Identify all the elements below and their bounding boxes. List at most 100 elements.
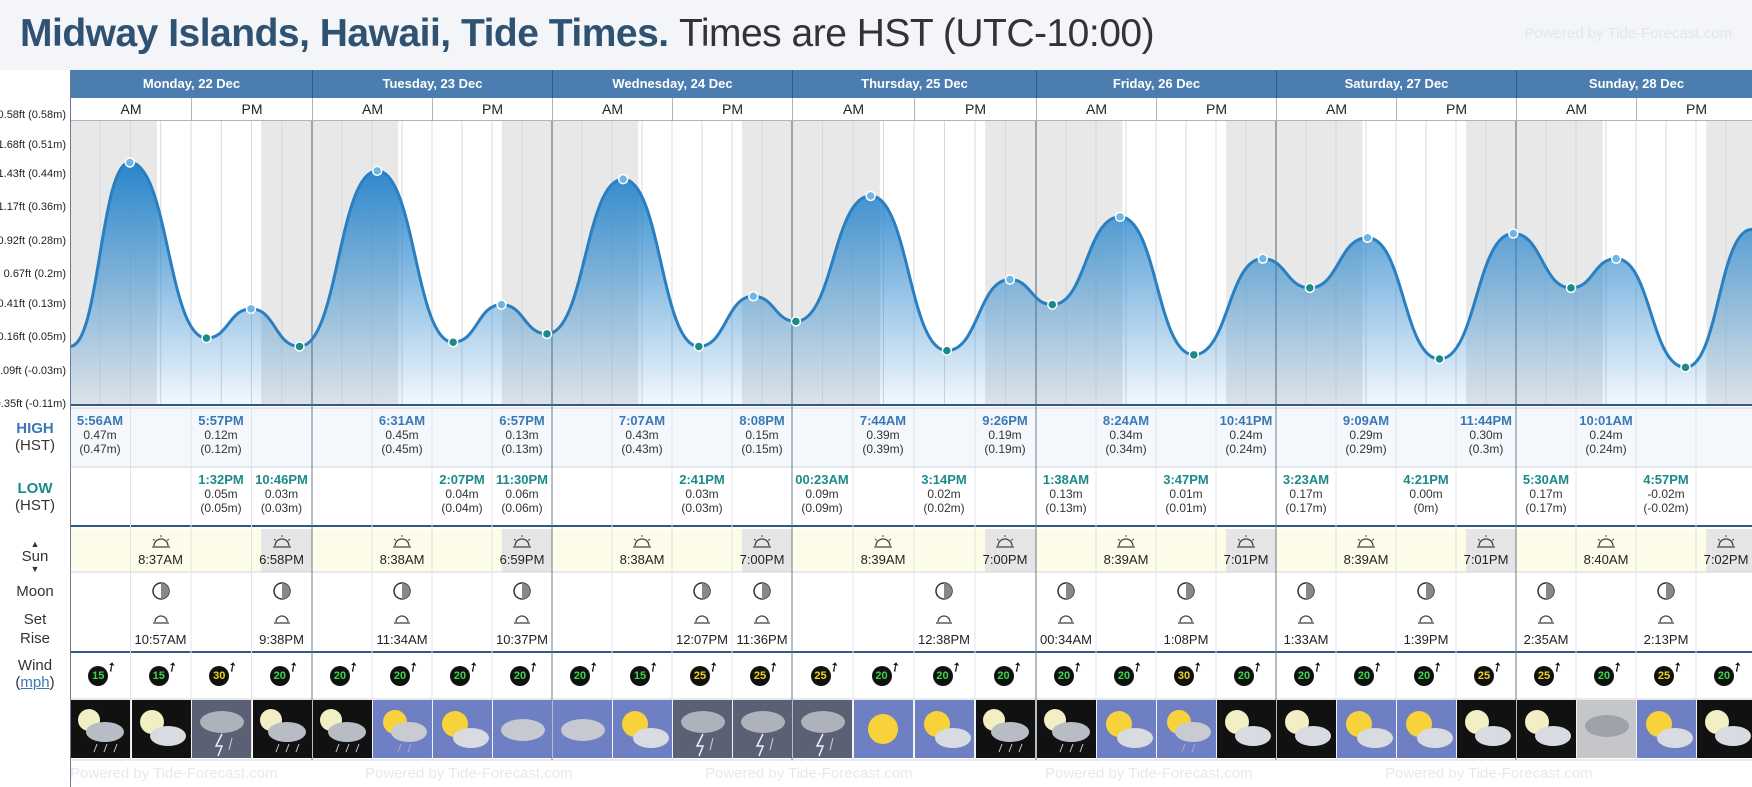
thunder-weather-icon — [793, 700, 852, 758]
moon-time: 1:33AM — [1283, 632, 1329, 647]
wind-speed-badge: 20 — [450, 666, 470, 686]
tide-height-m: 0.04m — [445, 487, 479, 501]
sunrise-time: 8:37AM — [138, 552, 183, 567]
sun-label-text: Sun — [21, 548, 49, 565]
high-tide-label: 7:07AM 0.43m (0.43m) — [612, 413, 672, 457]
low-tide-label: 4:57PM -0.02m (-0.02m) — [1636, 472, 1696, 516]
moon-time: 1:39PM — [1403, 632, 1449, 647]
night-rain-weather-icon — [71, 700, 130, 758]
powered-by-watermark[interactable]: Powered by Tide-Forecast.com — [365, 765, 573, 782]
am-label: AM — [552, 98, 672, 121]
title-bar: Midway Islands, Hawaii, Tide Times. Time… — [0, 0, 1752, 70]
night-rain-weather-icon — [976, 700, 1035, 758]
tide-height-alt: (0.3m) — [1468, 442, 1504, 456]
moon-time: 12:07PM — [675, 632, 729, 647]
powered-by-top[interactable]: Powered by Tide-Forecast.com — [1524, 25, 1732, 42]
sunrise-time: 8:40AM — [1583, 552, 1629, 567]
moonrise-icon — [394, 615, 410, 624]
low-tide-point — [541, 328, 553, 340]
tide-height-m: 0.02m — [927, 487, 961, 501]
tide-time: 6:31AM — [378, 413, 426, 428]
tide-time: 5:30AM — [1522, 472, 1570, 487]
wind-unit-link[interactable]: mph — [20, 674, 50, 691]
tide-time: 11:30PM — [495, 472, 549, 487]
moonset-icon — [1538, 615, 1554, 624]
am-label: AM — [1276, 98, 1396, 121]
low-tide-label: 3:47PM 0.01m (0.01m) — [1156, 473, 1216, 516]
wind-speed-badge: 20 — [1594, 666, 1614, 686]
high-tide-label: 6:57PM 0.13m (0.13m) — [492, 414, 552, 457]
high-tide-point — [124, 157, 136, 168]
low-tide-point — [1047, 299, 1058, 310]
cloudy-weather-icon — [493, 700, 552, 758]
day-header: Thursday, 25 Dec — [792, 70, 1036, 98]
tide-time: 2:07PM — [439, 472, 485, 487]
pm-label: PM — [914, 98, 1036, 121]
sunrise-icon — [633, 535, 651, 548]
pm-label: PM — [1636, 98, 1752, 121]
moonrise-icon — [1658, 615, 1674, 624]
moon-time: 11:36PM — [736, 632, 788, 647]
day-header-bar — [0, 70, 1752, 98]
y-tick-label: 0.16ft (0.05m) — [0, 331, 66, 344]
low-tide-label: 2:41PM 0.03m (0.03m) — [672, 473, 732, 516]
moon-phase-icon — [1297, 582, 1315, 600]
y-tick-label: 1.43ft (0.44m) — [0, 168, 66, 180]
wind-speed-badge: 20 — [269, 666, 290, 686]
moon-time: 1:08PM — [1163, 632, 1209, 647]
powered-by-watermark[interactable]: Powered by Tide-Forecast.com — [1385, 765, 1593, 782]
tide-height-alt: (0.24m) — [1585, 442, 1627, 456]
tide-time: 3:23AM — [1282, 472, 1330, 487]
wind-speed-badge: 15 — [630, 666, 650, 686]
thunder-weather-icon — [733, 700, 792, 758]
wind-speed-badge: 25 — [810, 666, 831, 686]
wind-speed-badge: 20 — [330, 666, 350, 686]
moon-phase-icon — [1657, 582, 1675, 600]
wind-speed-badge: 25 — [690, 666, 710, 686]
tide-height-alt: (0.03m) — [681, 501, 723, 515]
pm-label: PM — [191, 98, 312, 121]
wind-speed-badge: 20 — [570, 666, 590, 686]
sun-cloud-weather-icon — [613, 700, 672, 758]
night-cloud-weather-icon — [1277, 700, 1336, 758]
moon-phase-icon — [513, 582, 531, 600]
tide-height-alt: (0.05m) — [200, 501, 242, 515]
tide-time: 5:56AM — [76, 413, 124, 428]
tide-height-alt: (0.29m) — [1345, 442, 1387, 456]
moon-time: 00:34AM — [1039, 632, 1093, 647]
powered-by-watermark[interactable]: Powered by Tide-Forecast.com — [70, 765, 278, 782]
wind-speed-badge: 25 — [1474, 666, 1494, 686]
high-tide-point — [1508, 228, 1519, 239]
tide-height-alt: (0.34m) — [1105, 442, 1147, 456]
sunset-icon — [1477, 535, 1495, 548]
sun-rain-weather-icon — [373, 700, 432, 758]
high-tide-point — [865, 190, 876, 202]
tide-height-alt: (-0.02m) — [1643, 501, 1689, 515]
wind-speed-badge: 20 — [1294, 666, 1314, 686]
tide-time: 3:14PM — [921, 472, 967, 487]
tide-height-alt: (0.15m) — [741, 442, 783, 456]
moon-phase-icon — [393, 582, 411, 600]
low-tide-point — [1434, 353, 1445, 365]
sunny-weather-icon — [854, 700, 913, 758]
page-subtitle: Times are HST (UTC-10:00) — [678, 12, 1155, 55]
tide-height-m: 0.17m — [1289, 487, 1323, 501]
tide-time: 4:57PM — [1643, 472, 1689, 487]
night-cloud-weather-icon — [1517, 700, 1576, 758]
page-title: Midway Islands, Hawaii, Tide Times. Time… — [20, 12, 1155, 56]
low-tide-point — [1565, 282, 1577, 294]
moon-phase-icon — [1537, 582, 1555, 600]
low-tz-label: (HST) — [15, 497, 55, 514]
high-tide-label: 10:01AM 0.24m (0.24m) — [1576, 414, 1636, 457]
powered-by-watermark[interactable]: Powered by Tide-Forecast.com — [1045, 765, 1253, 782]
sunset-time: 7:00PM — [982, 552, 1028, 567]
tide-height-m: 0.05m — [204, 487, 238, 501]
low-tide-point — [790, 316, 802, 327]
tide-time: 7:07AM — [618, 413, 666, 428]
moonrise-icon — [694, 615, 710, 624]
moon-label: Moon — [16, 583, 54, 600]
low-tide-point — [1304, 282, 1316, 294]
wind-speed-badge: 20 — [1354, 666, 1374, 686]
moonrise-icon — [1178, 615, 1194, 624]
powered-by-watermark[interactable]: Powered by Tide-Forecast.com — [705, 765, 913, 782]
